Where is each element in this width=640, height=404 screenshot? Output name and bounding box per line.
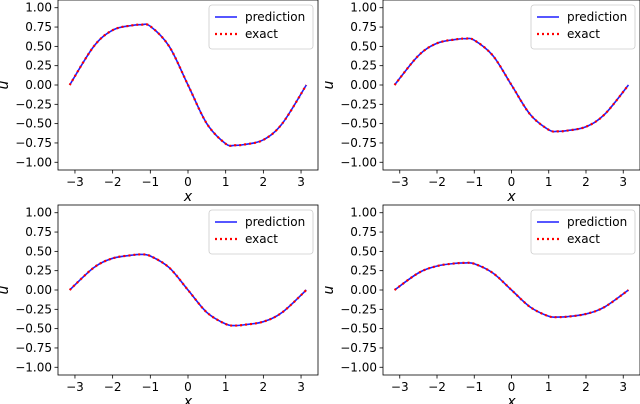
x-tick-label: 3 xyxy=(297,175,305,189)
y-tick-label: −0.50 xyxy=(340,322,377,336)
y-tick-label: 0.25 xyxy=(25,264,52,278)
x-tick-label: 1 xyxy=(222,175,230,189)
y-tick-label: 1.00 xyxy=(25,206,52,220)
y-tick-label: 1.00 xyxy=(350,1,377,15)
series-line-exact xyxy=(68,23,308,147)
y-tick-label: −0.25 xyxy=(340,97,377,111)
y-tick-label: 0.50 xyxy=(25,244,52,258)
x-tick-label: −2 xyxy=(428,175,446,189)
x-tick-label: 2 xyxy=(582,380,590,394)
y-tick-label: 0.50 xyxy=(350,244,377,258)
x-tick-label: 1 xyxy=(545,380,553,394)
series-line-exact xyxy=(393,261,630,319)
legend-box xyxy=(530,209,636,255)
subplot-4: −3 −2 −1 0 1 2 3 1.00 0.75 0.50 0.25 0.00 −0.25 −0.50… xyxy=(321,204,640,404)
y-axis-label: u xyxy=(321,80,337,89)
y-tick-label: −0.50 xyxy=(15,322,52,336)
x-tick-label: −1 xyxy=(465,175,483,189)
y-tick-label: 0.50 xyxy=(350,39,377,53)
legend-label-exact: exact xyxy=(567,27,600,41)
y-tick-label: 1.00 xyxy=(350,206,377,220)
legend-label-prediction: prediction xyxy=(567,10,627,24)
y-tick-label: −1.00 xyxy=(15,155,52,169)
x-tick-label: 2 xyxy=(260,175,268,189)
legend-label-prediction: prediction xyxy=(245,10,305,24)
y-tick-label: 0.00 xyxy=(350,78,377,92)
x-tick-label: −3 xyxy=(66,380,84,394)
x-tick-label: 3 xyxy=(619,380,627,394)
y-tick-label: −0.50 xyxy=(340,117,377,131)
y-tick-label: −1.00 xyxy=(15,360,52,374)
y-tick-label: 0.50 xyxy=(25,39,52,53)
y-tick-label: −0.25 xyxy=(340,302,377,316)
x-tick-label: 2 xyxy=(582,175,590,189)
y-tick-label: −0.75 xyxy=(15,341,52,355)
y-tick-label: 0.75 xyxy=(25,20,52,34)
y-tick-label: 0.25 xyxy=(350,264,377,278)
x-tick-label: 0 xyxy=(508,175,516,189)
x-tick-label: 2 xyxy=(260,380,268,394)
y-tick-label: 0.25 xyxy=(25,59,52,73)
legend: prediction exact xyxy=(530,209,636,255)
x-axis-label: x xyxy=(506,394,516,404)
y-tick-label: 0.75 xyxy=(350,225,377,239)
x-tick-label: 0 xyxy=(184,175,192,189)
x-tick-label: 3 xyxy=(297,380,305,394)
y-tick-label: −1.00 xyxy=(340,155,377,169)
series-line-prediction xyxy=(393,37,630,133)
y-tick-label: 0.75 xyxy=(25,225,52,239)
x-axis-label: x xyxy=(506,189,516,205)
y-tick-label: 0.25 xyxy=(350,59,377,73)
x-tick-label: −3 xyxy=(391,380,409,394)
x-tick-label: −2 xyxy=(428,380,446,394)
x-tick-label: 1 xyxy=(222,380,230,394)
series-line-prediction xyxy=(394,261,629,319)
y-tick-label: 0.75 xyxy=(350,20,377,34)
x-tick-label: −2 xyxy=(104,380,122,394)
y-tick-label: −1.00 xyxy=(340,360,377,374)
x-axis-label: x xyxy=(183,394,193,404)
x-tick-label: 0 xyxy=(508,380,516,394)
series-line-exact xyxy=(393,37,630,133)
y-tick-label: 0.00 xyxy=(350,283,377,297)
legend-label-exact: exact xyxy=(245,232,278,246)
legend: prediction exact xyxy=(530,4,636,50)
y-tick-label: −0.25 xyxy=(15,302,52,316)
legend-label-prediction: prediction xyxy=(245,215,305,229)
legend-box xyxy=(208,209,314,255)
legend-box xyxy=(530,4,636,50)
legend-label-exact: exact xyxy=(245,27,278,41)
x-tick-label: −3 xyxy=(391,175,409,189)
subplot-3: −3 −2 −1 0 1 2 3 1.00 0.75 0.50 0.25 0.00 −0.25 −0.50… xyxy=(0,204,319,404)
y-axis-label: u xyxy=(0,285,12,294)
x-tick-label: −1 xyxy=(465,380,483,394)
legend-label-prediction: prediction xyxy=(567,215,627,229)
x-tick-label: 0 xyxy=(184,380,192,394)
subplot-2: −3 −2 −1 0 1 2 3 1.00 0.75 0.50 0.25 0.00 −0.25 −0.50… xyxy=(321,0,640,205)
x-axis-label: x xyxy=(183,189,193,205)
legend-box xyxy=(208,4,314,50)
y-axis-label: u xyxy=(0,80,12,89)
y-tick-label: −0.75 xyxy=(340,136,377,150)
subplot-1: −3 −2 −1 0 1 2 3 1.00 0.75 0.50 0.25 0.00 −0.25 −0.50… xyxy=(0,0,319,205)
x-tick-label: 1 xyxy=(545,175,553,189)
x-tick-label: −3 xyxy=(66,175,84,189)
x-tick-label: −1 xyxy=(141,175,159,189)
y-tick-label: 1.00 xyxy=(25,1,52,15)
y-tick-label: −0.75 xyxy=(15,136,52,150)
legend: prediction exact xyxy=(208,4,314,50)
y-tick-label: −0.75 xyxy=(340,341,377,355)
y-tick-label: 0.00 xyxy=(25,78,52,92)
y-tick-label: −0.25 xyxy=(15,97,52,111)
legend: prediction exact xyxy=(208,209,314,255)
series-line-prediction xyxy=(69,253,307,327)
y-tick-label: 0.00 xyxy=(25,283,52,297)
legend-label-exact: exact xyxy=(567,232,600,246)
y-tick-label: −0.50 xyxy=(15,117,52,131)
x-tick-label: 3 xyxy=(619,175,627,189)
y-axis-label: u xyxy=(321,285,337,294)
x-tick-label: −1 xyxy=(141,380,159,394)
x-tick-label: −2 xyxy=(104,175,122,189)
